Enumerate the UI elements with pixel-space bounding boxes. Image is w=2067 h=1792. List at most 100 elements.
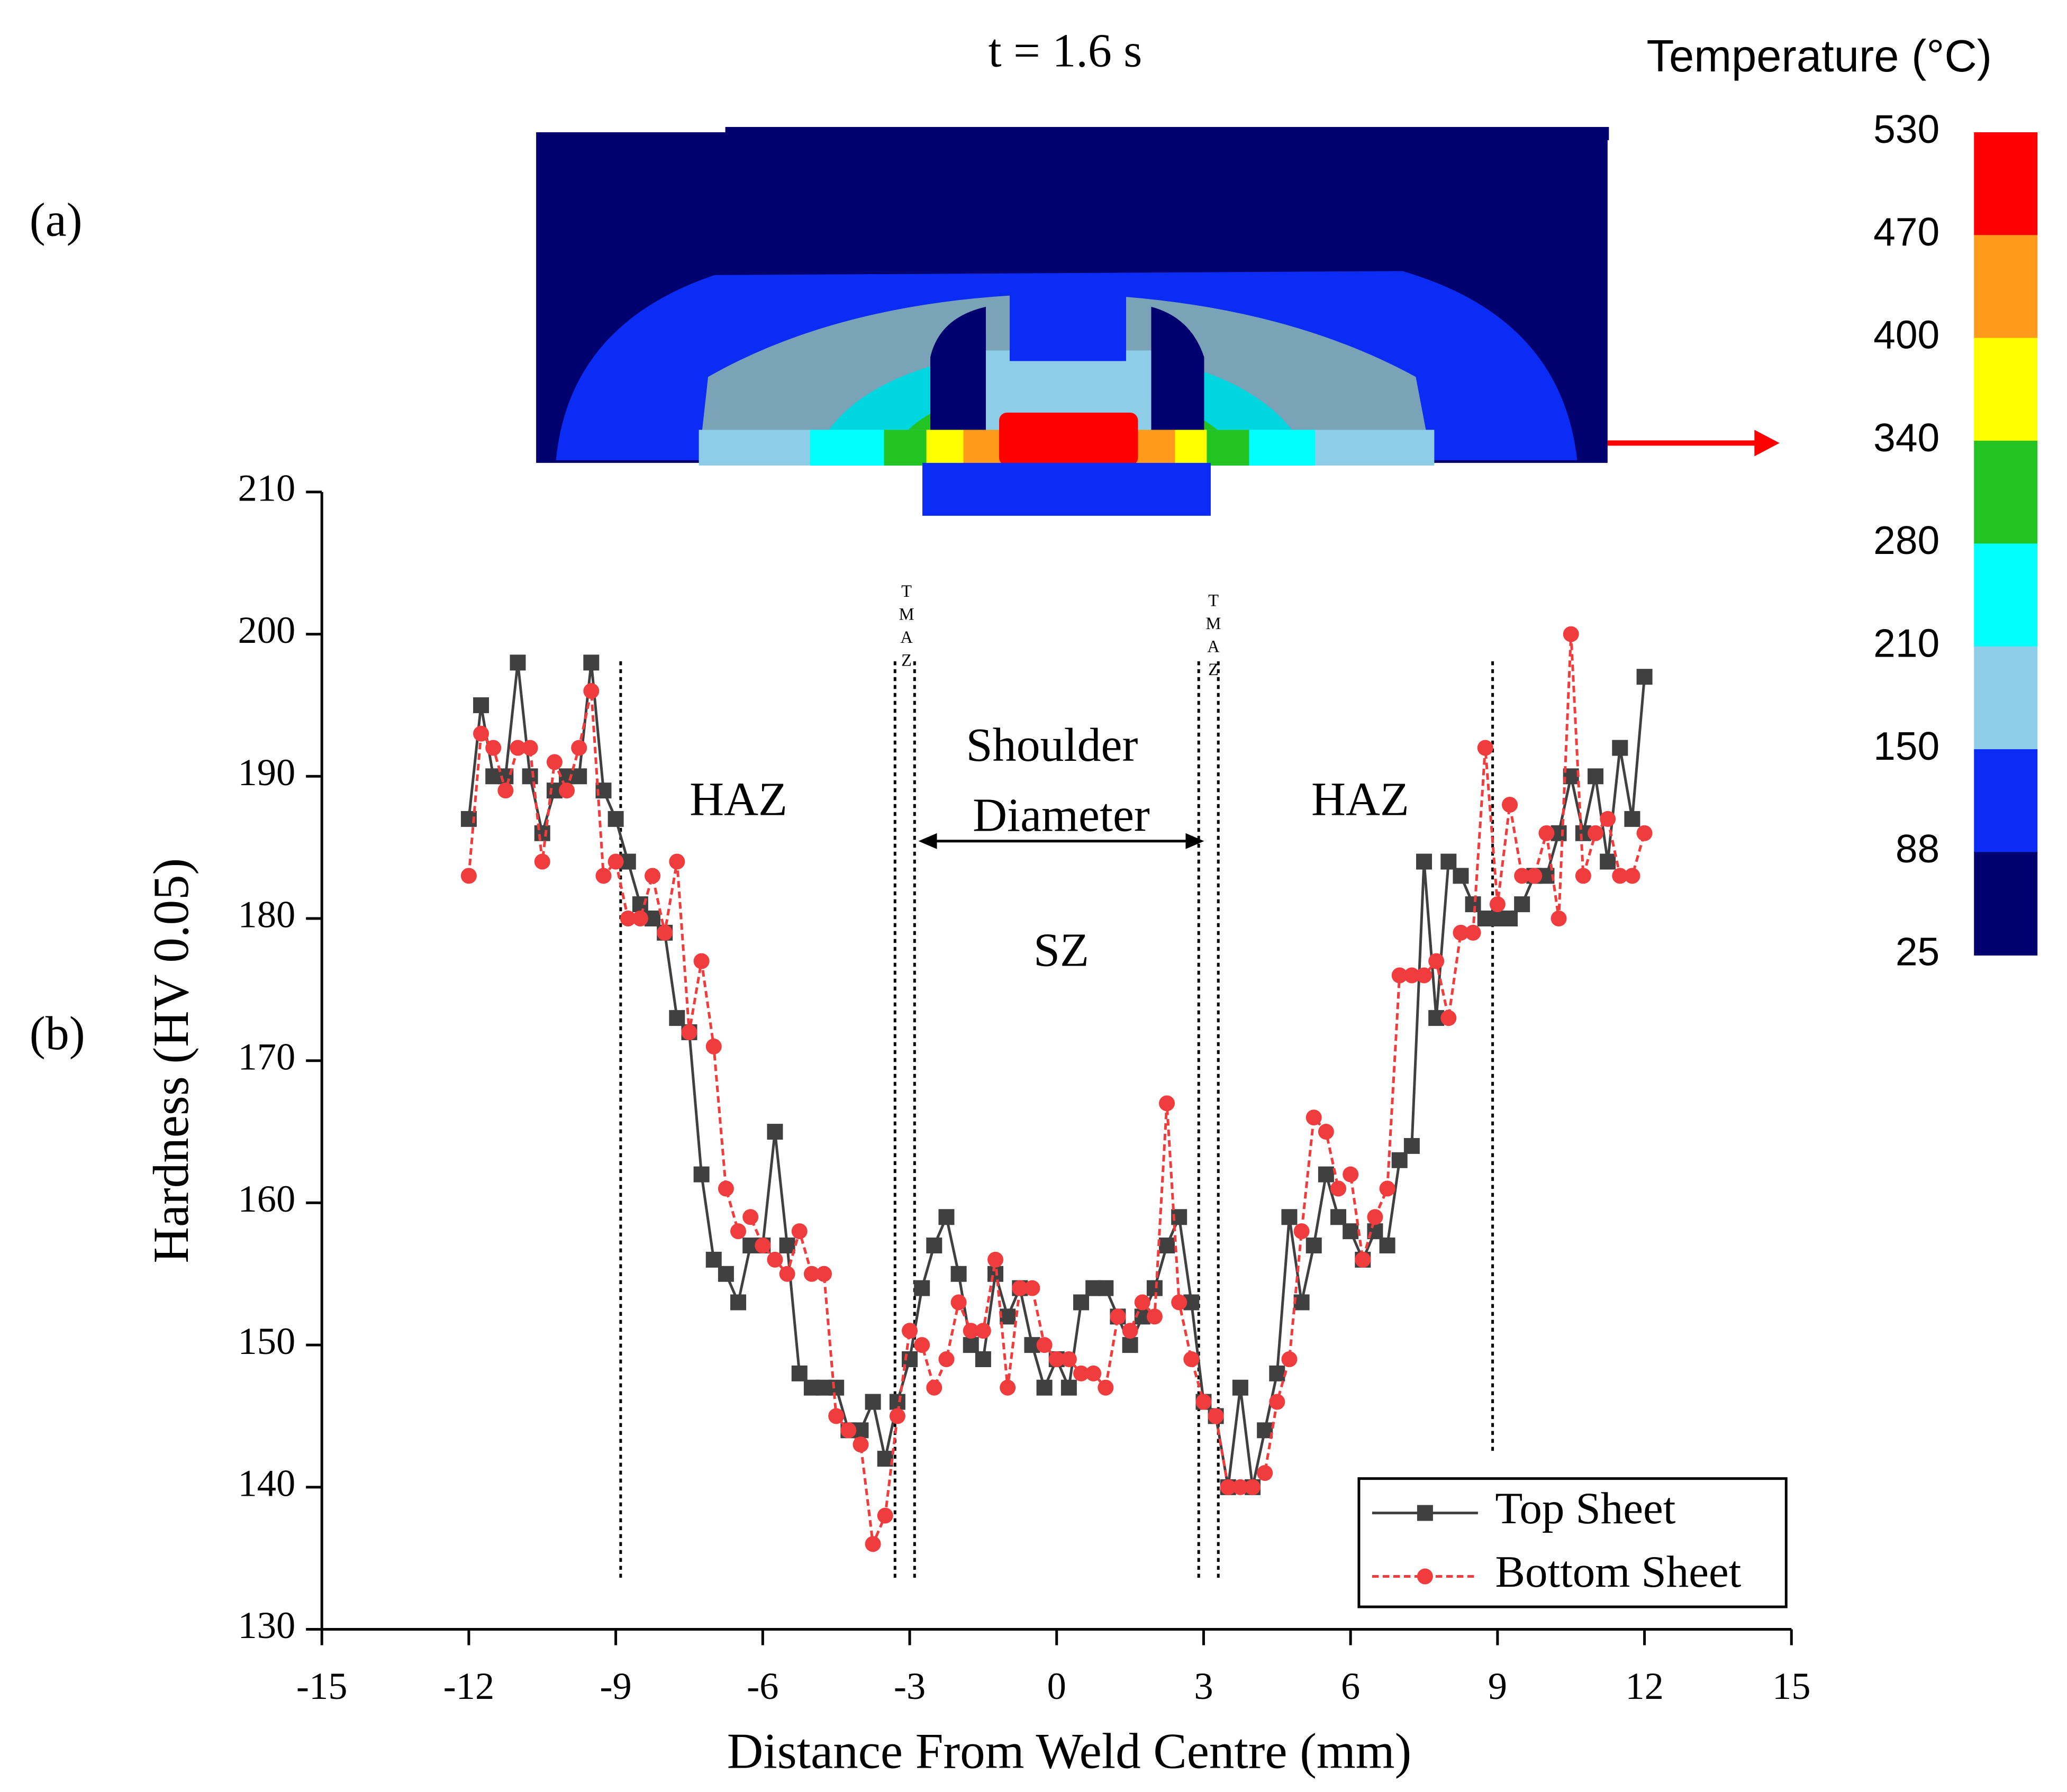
point bbox=[1293, 1294, 1310, 1311]
y-tick-label: 200 bbox=[238, 608, 296, 651]
point bbox=[730, 1294, 747, 1311]
point bbox=[1036, 1337, 1053, 1353]
point bbox=[950, 1266, 967, 1282]
point bbox=[1269, 1394, 1285, 1410]
point bbox=[571, 740, 587, 756]
point bbox=[1465, 924, 1481, 941]
colorbar-label: 530 bbox=[1873, 107, 1939, 151]
point bbox=[1563, 626, 1579, 642]
point bbox=[938, 1351, 955, 1367]
point bbox=[522, 768, 538, 785]
colorbar-label: 210 bbox=[1873, 621, 1939, 666]
point bbox=[534, 853, 550, 870]
point bbox=[510, 740, 526, 756]
y-tick-label: 150 bbox=[238, 1320, 296, 1362]
point bbox=[1122, 1323, 1138, 1339]
point bbox=[1000, 1379, 1016, 1396]
point bbox=[828, 1379, 845, 1396]
point bbox=[1612, 868, 1628, 884]
point bbox=[1489, 896, 1506, 913]
y-tick-label: 160 bbox=[238, 1177, 296, 1220]
legend-label: Top Sheet bbox=[1495, 1484, 1675, 1533]
point bbox=[1073, 1365, 1090, 1381]
point bbox=[693, 953, 710, 969]
point bbox=[975, 1351, 991, 1367]
x-tick-label: -12 bbox=[443, 1664, 495, 1707]
point bbox=[840, 1422, 857, 1439]
colorbar-label: 470 bbox=[1873, 210, 1939, 254]
point bbox=[620, 910, 636, 926]
point bbox=[1600, 811, 1616, 827]
colorbar-label: 88 bbox=[1896, 826, 1939, 871]
point bbox=[1257, 1464, 1273, 1481]
point bbox=[1477, 740, 1493, 756]
point bbox=[975, 1323, 991, 1339]
colorbar-segment bbox=[1974, 852, 2038, 956]
y-tick-label: 190 bbox=[238, 751, 296, 794]
colorbar-title: Temperature (°C) bbox=[1647, 31, 1992, 81]
y-tick-label: 140 bbox=[238, 1461, 296, 1504]
point bbox=[914, 1337, 930, 1353]
point bbox=[963, 1323, 979, 1339]
x-tick-label: -6 bbox=[747, 1664, 778, 1707]
point bbox=[645, 868, 661, 884]
point bbox=[1428, 953, 1445, 969]
x-tick-label: 3 bbox=[1194, 1664, 1213, 1707]
colorbar-label: 340 bbox=[1873, 415, 1939, 460]
title: t = 1.6 s bbox=[989, 25, 1143, 77]
point bbox=[1245, 1479, 1261, 1495]
point bbox=[1110, 1308, 1126, 1325]
panel-label: (b) bbox=[30, 1007, 85, 1060]
point bbox=[718, 1266, 734, 1282]
point bbox=[485, 740, 502, 756]
colorbar-label: 150 bbox=[1873, 724, 1939, 768]
point bbox=[1146, 1280, 1163, 1296]
point bbox=[902, 1323, 918, 1339]
point bbox=[1024, 1280, 1040, 1296]
point bbox=[1403, 967, 1420, 984]
point bbox=[632, 910, 648, 926]
x-tick-label: -3 bbox=[894, 1664, 926, 1707]
point bbox=[877, 1507, 893, 1524]
colorbar-segment bbox=[1974, 543, 2038, 647]
panel-label: (a) bbox=[30, 194, 83, 247]
point bbox=[1269, 1365, 1285, 1381]
point bbox=[497, 783, 514, 799]
point bbox=[1502, 910, 1518, 926]
point bbox=[1306, 1109, 1322, 1126]
point bbox=[816, 1266, 832, 1282]
legend-label: Bottom Sheet bbox=[1495, 1547, 1741, 1597]
point bbox=[510, 654, 526, 671]
point bbox=[1159, 1238, 1175, 1254]
point bbox=[534, 825, 550, 841]
annotation: HAZ bbox=[690, 773, 787, 825]
point bbox=[1624, 868, 1640, 884]
point bbox=[987, 1251, 1004, 1268]
point bbox=[460, 868, 477, 884]
point bbox=[1514, 896, 1530, 913]
point bbox=[1355, 1251, 1371, 1268]
point bbox=[1073, 1294, 1090, 1311]
point bbox=[1538, 825, 1555, 841]
x-tick-label: -9 bbox=[600, 1664, 631, 1707]
point bbox=[1146, 1308, 1163, 1325]
point bbox=[1502, 797, 1518, 813]
point bbox=[669, 1010, 685, 1026]
point bbox=[1060, 1351, 1077, 1367]
colorbar-label: 25 bbox=[1896, 930, 1939, 974]
point bbox=[1036, 1379, 1053, 1396]
point bbox=[1465, 896, 1481, 913]
point bbox=[1440, 853, 1457, 870]
point bbox=[1134, 1294, 1150, 1311]
point bbox=[1575, 868, 1591, 884]
point bbox=[1183, 1351, 1200, 1367]
point bbox=[608, 853, 624, 870]
y-axis-title: Hardness (HV 0.05) bbox=[143, 858, 199, 1263]
point bbox=[742, 1209, 759, 1225]
point bbox=[1379, 1180, 1395, 1197]
point bbox=[791, 1365, 808, 1381]
point bbox=[1514, 868, 1530, 884]
point bbox=[681, 1024, 697, 1040]
point bbox=[1195, 1394, 1212, 1410]
point bbox=[1232, 1379, 1248, 1396]
